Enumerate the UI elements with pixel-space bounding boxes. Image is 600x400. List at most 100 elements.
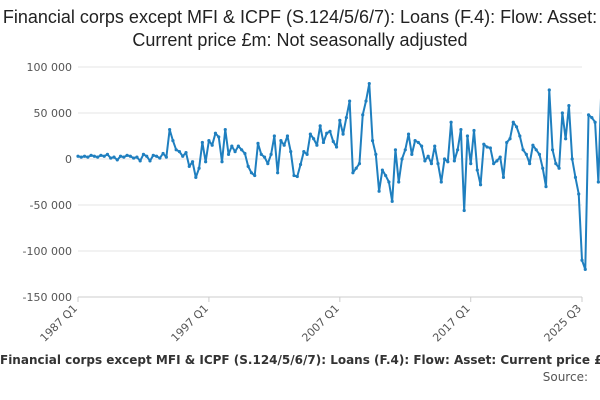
data-point xyxy=(521,148,525,152)
data-point xyxy=(501,175,506,179)
data-point xyxy=(485,145,489,149)
data-point xyxy=(181,154,185,158)
data-point xyxy=(220,160,224,164)
data-point xyxy=(361,113,365,117)
y-tick-label: 50 000 xyxy=(34,107,73,120)
data-point xyxy=(112,155,116,159)
data-point xyxy=(531,143,535,147)
data-point xyxy=(79,155,83,159)
data-point xyxy=(266,162,270,166)
series-line xyxy=(77,82,600,271)
x-tick-label: 2025 Q3 xyxy=(542,302,585,345)
data-point xyxy=(148,159,152,163)
data-point xyxy=(262,155,267,159)
data-point xyxy=(331,139,335,144)
data-point xyxy=(596,180,600,184)
data-point xyxy=(544,185,548,189)
data-point xyxy=(580,258,584,262)
data-point xyxy=(161,151,165,156)
data-point xyxy=(370,139,375,143)
data-point xyxy=(593,120,597,124)
x-axis-ticks: 1987 Q1 1997 Q1 2007 Q1 2017 Q1 2025 Q3 xyxy=(38,297,585,345)
data-point xyxy=(154,154,159,158)
data-point xyxy=(276,171,280,175)
data-point xyxy=(302,150,306,154)
data-point xyxy=(269,152,273,156)
data-point xyxy=(492,162,496,166)
data-point xyxy=(433,144,437,148)
x-tick-label: 2017 Q1 xyxy=(430,302,473,345)
data-point xyxy=(151,153,155,157)
data-point xyxy=(125,153,129,157)
data-point xyxy=(171,139,175,143)
data-point xyxy=(89,153,93,157)
data-point xyxy=(92,154,96,158)
data-point xyxy=(298,162,303,167)
data-point xyxy=(390,199,394,203)
data-point xyxy=(423,159,427,163)
data-point xyxy=(367,81,371,86)
data-point xyxy=(397,180,401,184)
data-point xyxy=(102,154,106,158)
data-point xyxy=(315,143,319,147)
data-point xyxy=(295,174,299,179)
data-point xyxy=(586,113,591,117)
data-point xyxy=(76,154,80,158)
data-point xyxy=(305,152,309,156)
source-label: Source: xyxy=(542,370,588,384)
data-point xyxy=(256,141,260,145)
data-point xyxy=(272,134,276,138)
data-point xyxy=(583,267,587,271)
data-point xyxy=(406,132,411,136)
data-point xyxy=(465,134,470,138)
data-point xyxy=(158,156,162,160)
data-point xyxy=(135,155,139,159)
data-point xyxy=(82,154,87,158)
data-point xyxy=(439,180,443,184)
data-point xyxy=(200,140,204,145)
data-point xyxy=(236,144,240,148)
x-tick-label: 1987 Q1 xyxy=(38,302,81,345)
data-point xyxy=(452,159,456,163)
data-point xyxy=(168,127,172,132)
data-point xyxy=(560,111,564,115)
data-point xyxy=(223,127,227,132)
data-point xyxy=(478,183,483,187)
data-point xyxy=(550,148,555,152)
data-point xyxy=(498,155,502,159)
footer-title: Financial corps except MFI & ICPF (S.124… xyxy=(0,353,600,367)
data-point xyxy=(475,168,479,172)
data-point xyxy=(449,120,453,124)
data-points xyxy=(76,81,600,271)
data-point xyxy=(197,166,201,170)
data-point xyxy=(138,159,142,163)
data-point xyxy=(590,116,594,120)
data-point xyxy=(393,148,398,152)
data-point xyxy=(230,144,234,148)
data-point xyxy=(243,151,247,156)
data-point xyxy=(547,88,551,92)
data-point xyxy=(210,143,214,147)
data-point xyxy=(122,155,126,159)
data-point xyxy=(282,143,286,147)
data-point xyxy=(292,173,296,178)
data-point xyxy=(118,154,123,158)
data-point xyxy=(190,160,195,164)
data-point xyxy=(246,164,250,168)
data-point xyxy=(194,175,198,179)
data-point xyxy=(577,192,581,196)
data-point xyxy=(318,124,322,128)
data-point xyxy=(308,132,312,136)
data-point xyxy=(115,158,119,162)
data-point xyxy=(233,150,237,154)
y-tick-label: 100 000 xyxy=(27,61,73,74)
data-point xyxy=(348,99,352,103)
data-point xyxy=(164,155,168,159)
gridlines xyxy=(78,66,582,298)
data-point xyxy=(312,137,316,141)
data-point xyxy=(364,99,368,103)
data-point xyxy=(564,137,568,141)
data-point xyxy=(446,160,450,164)
data-point xyxy=(334,145,339,149)
data-point xyxy=(341,132,345,136)
